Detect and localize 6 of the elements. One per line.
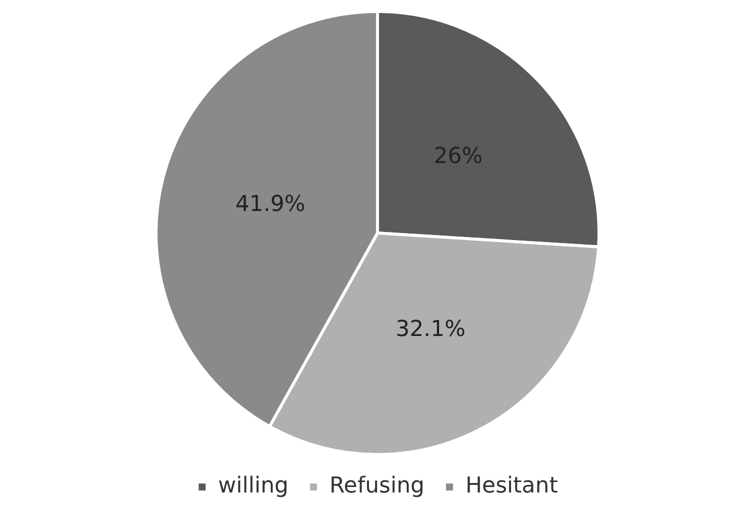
data-label: 32.1% <box>396 316 466 342</box>
data-label: 26% <box>434 144 483 169</box>
legend-label: Refusing <box>330 474 425 499</box>
legend-label: Hesitant <box>466 474 558 499</box>
legend-label: willing <box>218 474 289 499</box>
data-label: 41.9% <box>235 192 306 217</box>
